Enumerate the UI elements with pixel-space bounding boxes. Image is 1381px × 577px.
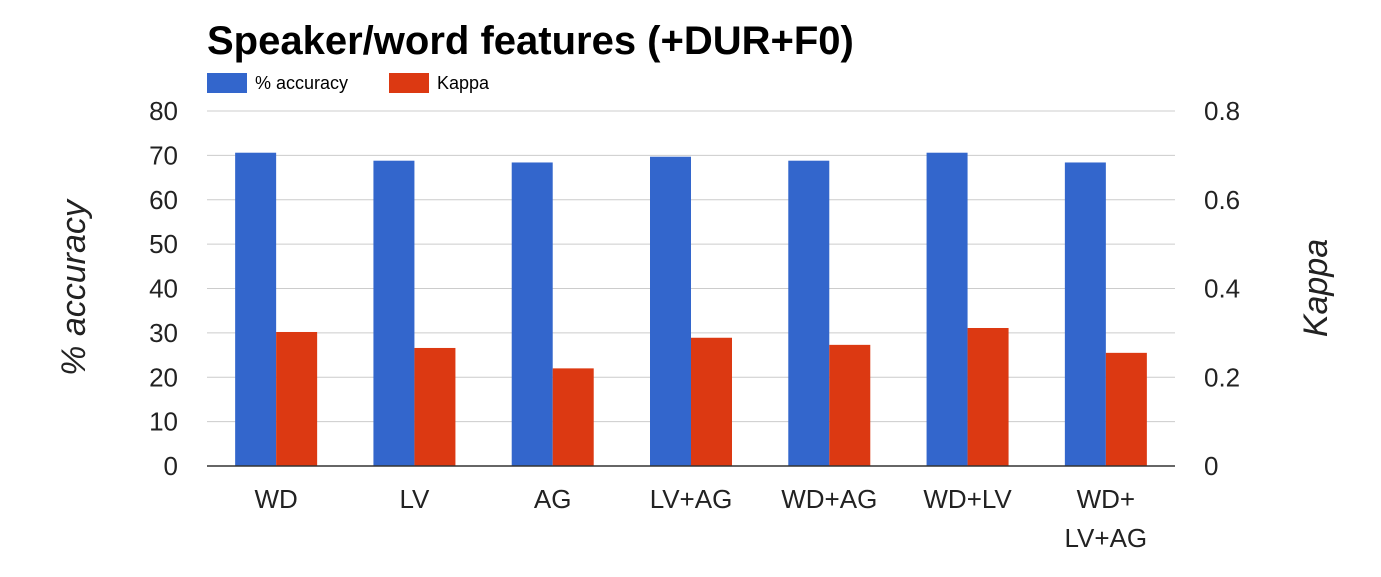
bar-kappa — [552, 368, 594, 466]
category-label: LV+AG — [650, 484, 733, 514]
bar-accuracy — [1064, 162, 1106, 466]
bar-accuracy — [788, 160, 830, 466]
left-tick-label: 80 — [149, 96, 178, 126]
right-axis-title: Kappa — [1297, 239, 1335, 337]
left-tick-label: 20 — [149, 362, 178, 392]
bar-accuracy — [926, 152, 968, 466]
bar-kappa — [829, 344, 871, 466]
bar-kappa — [691, 337, 732, 466]
category-label: LV — [399, 484, 430, 514]
bars — [207, 152, 1175, 467]
right-tick-label: 0 — [1204, 451, 1218, 481]
legend-swatch-0 — [207, 73, 247, 93]
bar-accuracy — [373, 160, 415, 466]
category-label: WD — [254, 484, 297, 514]
left-tick-label: 40 — [149, 274, 178, 304]
legend-swatch-1 — [389, 73, 429, 93]
bar-kappa — [276, 331, 318, 466]
left-tick-label: 60 — [149, 185, 178, 215]
legend: % accuracy Kappa — [207, 73, 490, 93]
bar-accuracy — [235, 152, 277, 466]
bar-kappa — [967, 327, 1009, 466]
category-label: LV+AG — [1065, 523, 1148, 553]
chart-title: Speaker/word features (+DUR+F0) — [207, 19, 854, 63]
left-tick-label: 10 — [149, 407, 178, 437]
left-tick-label: 0 — [164, 451, 178, 481]
bar-accuracy — [650, 156, 691, 467]
category-label: WD+LV — [923, 484, 1012, 514]
category-labels: WD LV AG LV+AG WD+AG WD+LV WD+ LV+AG — [254, 484, 1147, 553]
left-axis-ticks: 0 10 20 30 40 50 60 70 80 — [149, 96, 178, 481]
right-tick-label: 0.6 — [1204, 185, 1240, 215]
right-tick-label: 0.4 — [1204, 274, 1240, 304]
legend-label-1: Kappa — [437, 73, 490, 93]
bar-kappa — [1105, 352, 1147, 466]
bar-accuracy — [511, 162, 553, 466]
bar-kappa — [414, 347, 456, 466]
category-label: WD+AG — [781, 484, 877, 514]
right-axis-ticks: 0 0.2 0.4 0.6 0.8 — [1204, 96, 1240, 481]
left-tick-label: 50 — [149, 229, 178, 259]
left-tick-label: 30 — [149, 318, 178, 348]
category-label: AG — [534, 484, 572, 514]
right-tick-label: 0.2 — [1204, 362, 1240, 392]
legend-label-0: % accuracy — [255, 73, 348, 93]
right-tick-label: 0.8 — [1204, 96, 1240, 126]
left-axis-title: % accuracy — [55, 198, 93, 376]
category-label: WD+ — [1077, 484, 1136, 514]
left-tick-label: 70 — [149, 140, 178, 170]
